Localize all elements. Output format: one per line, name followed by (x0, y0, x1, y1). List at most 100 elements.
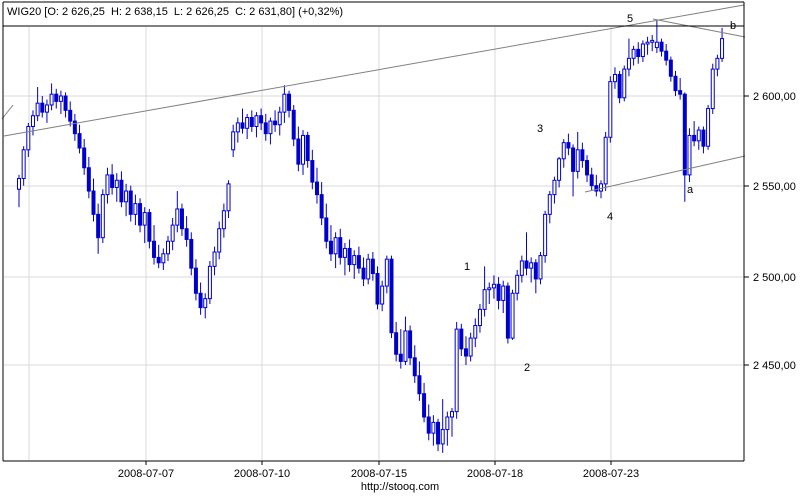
candle (673, 70, 678, 96)
candle (245, 113, 250, 140)
candle (617, 70, 622, 104)
wave-label-2: 2 (524, 362, 530, 374)
candle (72, 113, 77, 141)
chart-title: WIG20 [O: 2 626,25 H: 2 638,15 L: 2 626,… (7, 6, 344, 18)
candle (491, 275, 496, 299)
candle (254, 112, 259, 138)
candle (198, 282, 203, 315)
candle (538, 252, 543, 285)
trendline (3, 4, 745, 137)
x-axis-label: 2008-07-23 (583, 468, 639, 480)
candle (17, 174, 21, 208)
candle (100, 189, 105, 244)
candle (710, 63, 715, 114)
candle (142, 207, 147, 244)
frame-layer (2, 1, 745, 462)
candle (189, 232, 194, 276)
candle (501, 280, 506, 313)
candle (161, 248, 166, 270)
candle (352, 250, 357, 279)
candle (273, 110, 278, 132)
candle (287, 90, 292, 118)
candle (678, 78, 683, 100)
candle (450, 408, 455, 437)
candle (580, 142, 585, 168)
candle (566, 133, 571, 156)
candle (571, 144, 576, 197)
x-axis-label: 2008-07-18 (467, 468, 523, 480)
candle (26, 122, 31, 157)
y-axis-label: 2 600,00 (753, 91, 796, 103)
candle (240, 108, 245, 134)
candle (133, 194, 138, 226)
candle (170, 217, 175, 251)
candle (119, 171, 124, 208)
wave-labels-layer: 1 2 3 4 5 a b (464, 13, 736, 374)
candle (221, 203, 226, 238)
candle (366, 253, 371, 285)
candle (650, 35, 655, 52)
candle (645, 36, 650, 55)
candle (40, 96, 45, 118)
candle (431, 415, 436, 446)
candle (510, 289, 515, 340)
candle (319, 182, 324, 226)
candle (301, 130, 306, 175)
candle (403, 316, 408, 365)
candle (631, 45, 636, 66)
candle (408, 325, 413, 365)
candle (412, 345, 417, 383)
candle (347, 239, 352, 272)
x-axis-label: 2008-07-15 (351, 468, 407, 480)
candle (715, 54, 720, 77)
candle (608, 76, 613, 143)
candle (77, 124, 82, 154)
candle (496, 277, 501, 310)
candle (49, 83, 54, 111)
candle (375, 266, 380, 310)
wave-label-4: 4 (607, 211, 613, 223)
candle (175, 191, 180, 233)
candle (268, 117, 273, 145)
candle (603, 131, 608, 192)
candle (147, 208, 152, 249)
candle (668, 56, 673, 82)
candle (473, 318, 478, 348)
candle (91, 178, 96, 222)
candle (314, 167, 319, 204)
candle (96, 203, 101, 254)
trendline (652, 18, 746, 38)
candle (636, 42, 641, 64)
candle (217, 221, 222, 260)
candle (696, 126, 701, 150)
candle (459, 323, 464, 357)
candle (384, 255, 389, 294)
candle (333, 232, 338, 269)
candle (622, 65, 627, 102)
candle (35, 87, 40, 122)
candle (86, 156, 91, 199)
candle (63, 92, 68, 118)
candle (422, 382, 427, 423)
candle (296, 126, 301, 172)
candle (342, 243, 347, 276)
candle (235, 117, 240, 143)
candle (203, 293, 208, 319)
candle (640, 40, 645, 62)
candle (277, 106, 282, 136)
candle (380, 280, 385, 312)
candle (524, 232, 529, 276)
candle (687, 128, 692, 183)
candle (305, 131, 310, 168)
wave-label-1: 1 (464, 261, 470, 273)
candle (487, 282, 492, 305)
y-axis-label: 2 550,00 (753, 181, 796, 193)
candle (114, 173, 119, 202)
candle (594, 174, 599, 197)
candle (664, 43, 669, 66)
candle (589, 167, 594, 192)
trendlines-layer (1, 4, 746, 193)
candle (599, 180, 603, 199)
